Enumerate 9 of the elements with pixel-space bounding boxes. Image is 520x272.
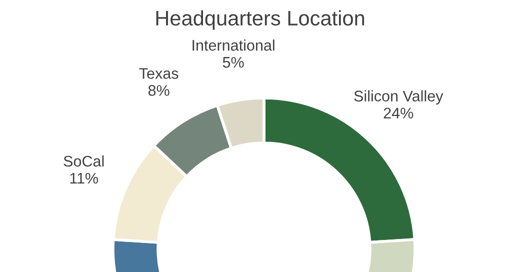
slice-label: International [192,39,274,51]
data-label: 24% [384,108,414,118]
slice-label: SoCal [64,155,104,167]
chart-title: Headquarters Location [156,10,364,30]
slice-label: Silicon Valley [354,90,444,105]
data-label: 5% [222,56,244,68]
slice-label: Texas [139,68,178,79]
data-label: 8% [148,85,170,96]
data-label: 11% [70,172,98,184]
